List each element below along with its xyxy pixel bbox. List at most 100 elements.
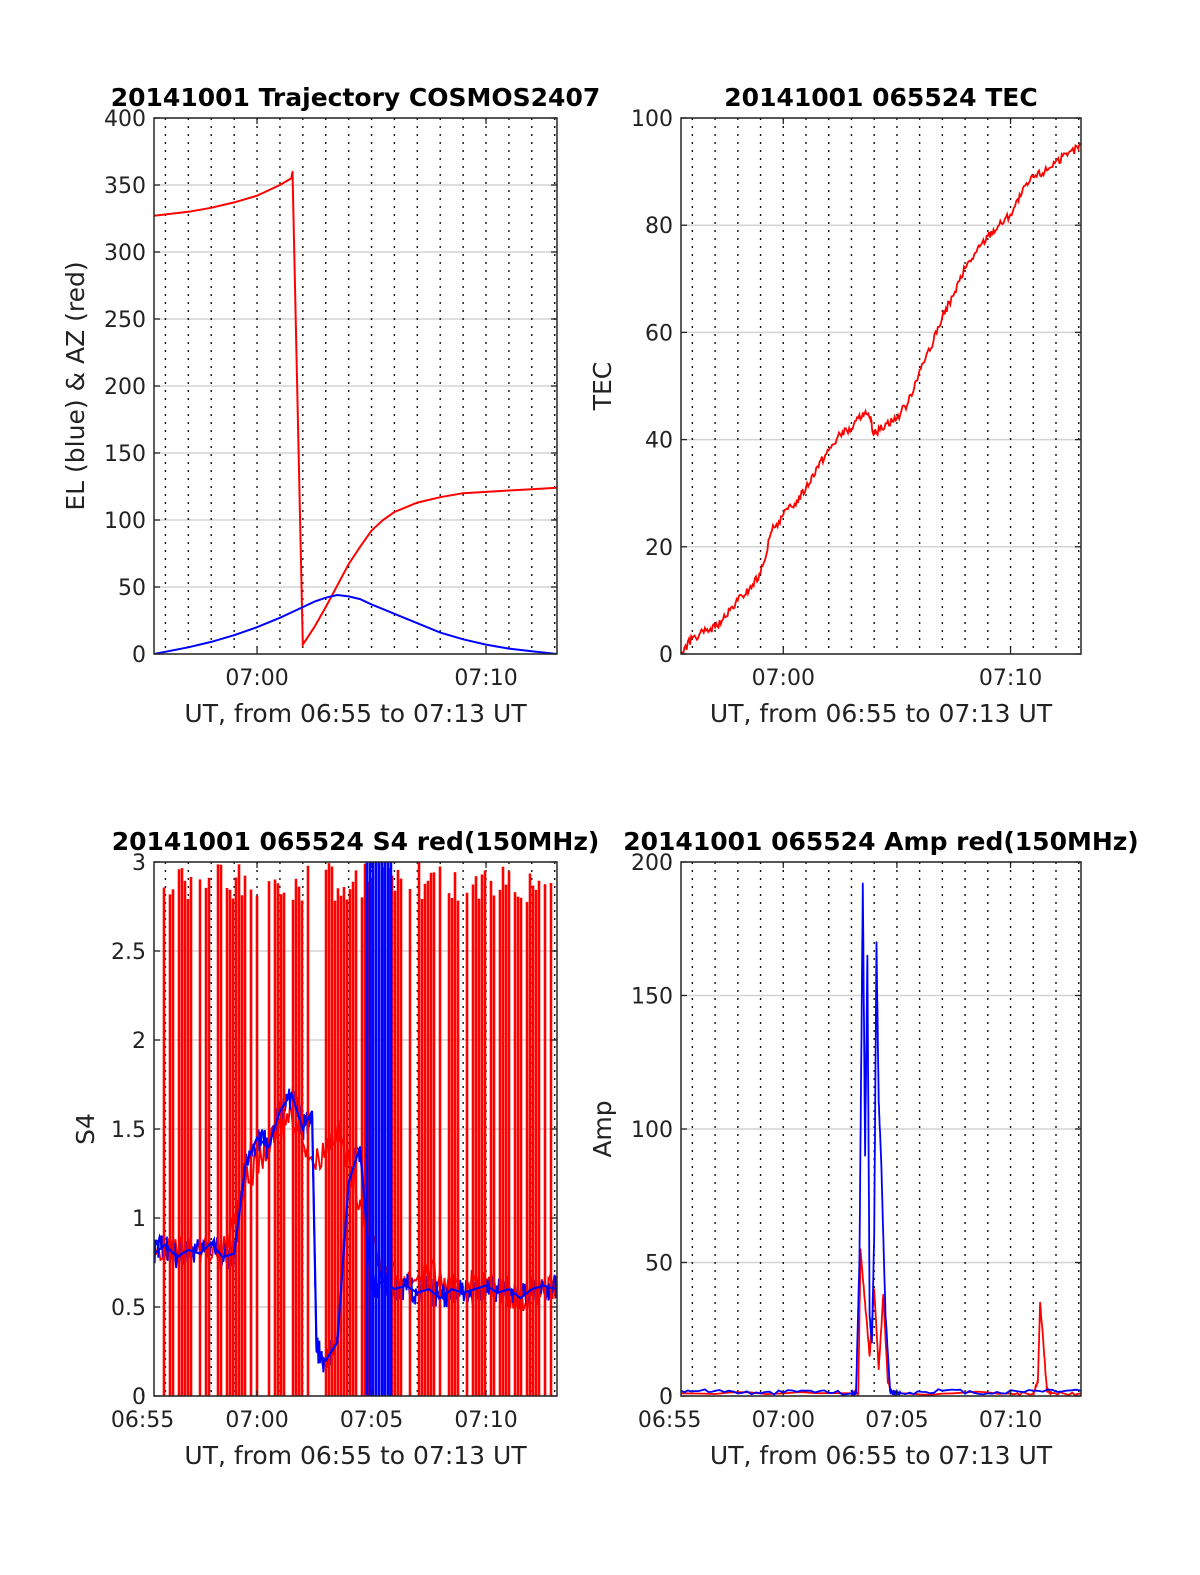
data-point (850, 428, 853, 430)
data-point (816, 465, 819, 468)
data-point (1032, 1392, 1035, 1395)
data-point (964, 267, 966, 269)
data-point (336, 584, 338, 587)
data-point (336, 594, 338, 596)
data-point (896, 417, 898, 419)
x-tick-label: 07:10 (454, 1408, 517, 1433)
s4-blue-overlay (154, 1090, 557, 1363)
data-point (873, 1235, 875, 1237)
data-point (987, 235, 989, 237)
y-axis-label: Amp (588, 1100, 617, 1157)
data-point (857, 1392, 860, 1395)
data-point (782, 513, 785, 516)
data-point (416, 622, 419, 624)
y-tick-label: 250 (104, 308, 146, 333)
data-point (439, 631, 442, 634)
data-point (187, 646, 190, 649)
data-point (941, 1389, 944, 1392)
data-point (889, 1389, 891, 1392)
data-point (725, 615, 728, 618)
y-tick-label: 200 (631, 851, 673, 876)
data-point (900, 1392, 903, 1395)
data-point (714, 626, 716, 628)
data-point (691, 637, 694, 639)
data-point (952, 294, 955, 296)
data-point (714, 1389, 716, 1392)
data-point (827, 449, 830, 452)
data-point (462, 492, 464, 495)
chart-title: 20141001 065524 Amp red(150MHz) (623, 827, 1139, 856)
chart-title: 20141001 065524 S4 red(150MHz) (112, 827, 600, 856)
data-point (1021, 192, 1023, 194)
data-point (291, 170, 294, 173)
data-point (347, 563, 350, 566)
data-point (302, 606, 304, 608)
data-point (877, 1368, 880, 1371)
data-point (233, 634, 235, 637)
data-point (868, 1355, 871, 1357)
y-tick-label: 2 (132, 1029, 146, 1054)
x-axis-label: UT, from 06:55 to 07:13 UT (184, 699, 527, 728)
chart-panel-3: 0 0.5 1 1.5 2 2.5 3 06:55 07:00 07:05 07:10 2014100… (71, 827, 599, 1470)
axes-frame (680, 117, 1082, 655)
y-tick-label: 0 (132, 643, 146, 668)
data-point (1066, 154, 1069, 157)
data-point (907, 401, 910, 403)
data-point (805, 487, 807, 489)
data-point (485, 491, 487, 493)
data-point (850, 1392, 853, 1395)
data-point (1032, 176, 1035, 178)
chart-title: 20141001 Trajectory COSMOS2407 (111, 83, 601, 112)
data-point (866, 954, 869, 957)
data-point (187, 211, 190, 213)
data-point (370, 603, 373, 606)
data-point (1037, 1381, 1039, 1384)
x-axis-label: UT, from 06:55 to 07:13 UT (184, 1441, 527, 1470)
data-point (839, 433, 841, 436)
y-tick-label: 350 (104, 174, 146, 199)
data-point (393, 613, 396, 615)
data-point (1055, 160, 1057, 162)
chart-panel-4: 0 50 100 150 200 06:55 07:00 07:05 07:10 20141001… (588, 827, 1139, 1470)
y-tick-label: 3 (132, 851, 146, 876)
plot-area (681, 118, 1081, 654)
series-line-2 (681, 883, 1081, 1396)
data-point (508, 489, 510, 492)
data-point (875, 941, 878, 943)
data-point (393, 511, 396, 513)
data-point (887, 1381, 889, 1384)
x-tick-label: 07:10 (979, 1408, 1042, 1433)
chart-title: 20141001 065524 TEC (724, 83, 1037, 112)
data-point (1009, 213, 1012, 216)
x-axis-label: UT, from 06:55 to 07:13 UT (710, 699, 1053, 728)
data-point (759, 1392, 762, 1395)
y-tick-label: 100 (104, 509, 146, 534)
data-point (1032, 1389, 1035, 1392)
data-point (864, 1301, 866, 1304)
data-point (359, 546, 361, 548)
data-point (884, 1315, 887, 1317)
data-point (862, 412, 864, 414)
x-axis-label: UT, from 06:55 to 07:13 UT (710, 1441, 1053, 1470)
data-point (918, 369, 921, 371)
x-tick-label: 07:05 (865, 1408, 928, 1433)
data-point (531, 488, 533, 490)
data-point (531, 650, 533, 653)
data-point (702, 631, 705, 634)
data-point (987, 1392, 989, 1395)
x-tick-label: 07:10 (454, 666, 517, 691)
y-tick-label: 60 (645, 321, 673, 346)
data-point (855, 1392, 857, 1395)
data-point (793, 503, 796, 505)
data-point (1043, 170, 1046, 173)
data-point (302, 643, 304, 646)
y-axis-label: EL (blue) & AZ (red) (61, 261, 90, 510)
data-point (382, 519, 384, 521)
y-axis-label: TEC (588, 362, 617, 412)
y-tick-label: 150 (631, 985, 673, 1010)
data-point (771, 529, 773, 532)
data-point (359, 598, 361, 600)
data-point (370, 529, 373, 532)
data-point (313, 626, 316, 628)
y-tick-label: 2.5 (111, 940, 146, 965)
